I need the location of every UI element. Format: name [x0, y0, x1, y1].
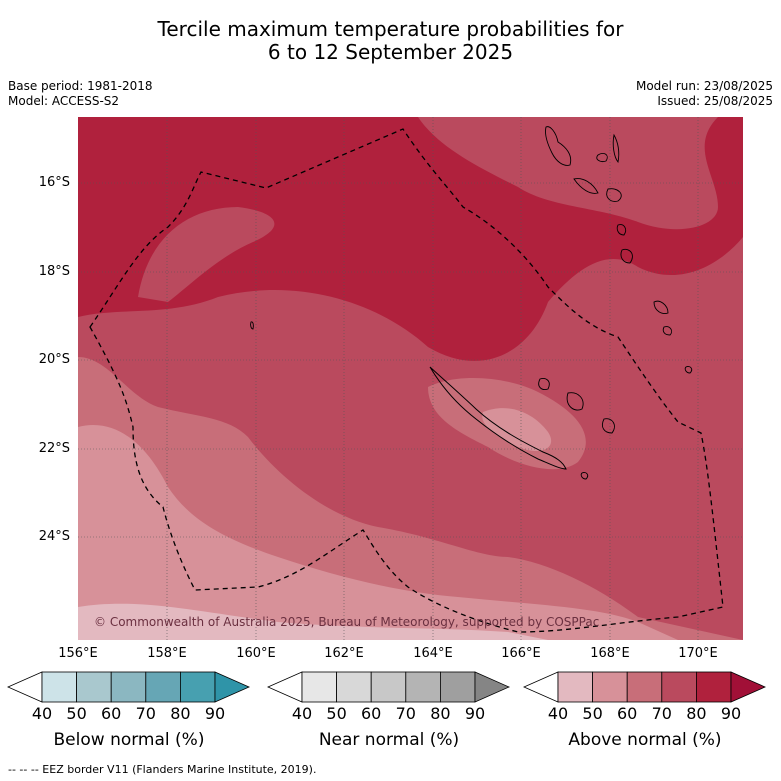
colorbar-segment — [557, 671, 593, 703]
eez-footer-note: -- -- -- EEZ border V11 (Flanders Marine… — [8, 763, 317, 776]
lon-label-170e: 170°E — [678, 646, 718, 661]
lat-label-24s: 24°S — [38, 529, 70, 544]
contour-50-60-nc — [482, 408, 552, 452]
colorbar-tick-label: 70 — [135, 704, 156, 723]
colorbar-tick-label: 50 — [582, 704, 603, 723]
probability-map: © Commonwealth of Australia 2025, Bureau… — [78, 117, 743, 640]
colorbar-tick-label: 90 — [204, 704, 226, 723]
colorbar-arrow-low — [267, 671, 303, 703]
copyright-notice: © Commonwealth of Australia 2025, Bureau… — [94, 615, 599, 629]
base-period: Base period: 1981-2018 — [8, 79, 153, 93]
colorbar-segment — [145, 671, 181, 703]
colorbar-tick-label: 60 — [101, 704, 122, 723]
colorbar-segment — [301, 671, 337, 703]
map-title: Tercile maximum temperature probabilitie… — [0, 18, 781, 64]
lon-label-164e: 164°E — [413, 646, 453, 661]
colorbar-tick-label: 80 — [170, 704, 191, 723]
colorbar-arrow-high — [474, 671, 510, 703]
title-line-2: 6 to 12 September 2025 — [267, 40, 514, 64]
colorbar-below-normal — [7, 671, 250, 703]
new-caledonia-island — [429, 366, 567, 470]
colorbar-segment — [110, 671, 147, 703]
colorbar-tick-label: 40 — [547, 704, 569, 723]
meta-right: Model run: 23/08/2025 Issued: 25/08/2025 — [636, 79, 773, 109]
colorbar-tick-label: 80 — [430, 704, 451, 723]
colorbar-segment — [41, 671, 77, 703]
meta-left: Base period: 1981-2018 Model: ACCESS-S2 — [8, 79, 153, 109]
colorbar-segment — [439, 671, 476, 703]
colorbar-segment — [626, 671, 663, 703]
colorbar-segment — [336, 671, 372, 703]
loyalty-islands — [538, 378, 615, 480]
lon-label-166e: 166°E — [501, 646, 541, 661]
colorbar-segment — [370, 671, 407, 703]
colorbar-tick-label: 60 — [617, 704, 638, 723]
colorbar-tick-label: 70 — [651, 704, 672, 723]
colorbar-tick-label: 50 — [66, 704, 87, 723]
issued-date: Issued: 25/08/2025 — [657, 94, 773, 108]
eez-border — [89, 128, 724, 633]
contour-70-80-north — [138, 207, 275, 302]
contour-70-80-ne — [418, 117, 718, 230]
colorbar-title-near: Near normal (%) — [318, 730, 460, 750]
graticule — [78, 117, 743, 640]
colorbar-arrow-high — [214, 671, 250, 703]
lat-label-20s: 20°S — [38, 352, 70, 367]
colorbar-segment — [661, 671, 697, 703]
colorbar-tick-label: 80 — [686, 704, 707, 723]
colorbar-tick-label: 50 — [326, 704, 347, 723]
colorbar-tick-label: 90 — [464, 704, 486, 723]
lat-label-16s: 16°S — [38, 175, 70, 190]
colorbar-tick-label: 70 — [395, 704, 416, 723]
colorbar-segment — [405, 671, 441, 703]
colorbar-tick-label: 40 — [291, 704, 313, 723]
colorbar-tick-label: 60 — [361, 704, 382, 723]
colorbars — [7, 671, 766, 703]
lon-label-156e: 156°E — [58, 646, 98, 661]
colorbar-arrow-low — [523, 671, 559, 703]
colorbar-segment — [592, 671, 628, 703]
contour-50-60 — [78, 425, 678, 640]
title-line-1: Tercile maximum temperature probabilitie… — [157, 17, 624, 41]
colorbar-title-below: Below normal (%) — [53, 730, 205, 750]
lon-label-160e: 160°E — [236, 646, 276, 661]
vanuatu-islands — [545, 126, 693, 374]
lon-label-162e: 162°E — [324, 646, 364, 661]
colorbar-segment — [696, 671, 732, 703]
lon-label-168e: 168°E — [590, 646, 630, 661]
model-run: Model run: 23/08/2025 — [635, 79, 773, 93]
colorbar-arrow-low — [7, 671, 43, 703]
colorbar-tick-label: 40 — [31, 704, 53, 723]
lat-label-18s: 18°S — [38, 264, 70, 279]
colorbar-near-normal — [267, 671, 510, 703]
contour-40-50 — [78, 603, 548, 640]
chesterfield-reef — [250, 321, 254, 330]
model-name: Model: ACCESS-S2 — [8, 94, 120, 108]
colorbar-tick-label: 90 — [720, 704, 742, 723]
colorbar-segment — [76, 671, 112, 703]
colorbar-arrow-high — [730, 671, 766, 703]
colorbar-above-normal — [523, 671, 766, 703]
lat-label-22s: 22°S — [38, 441, 70, 456]
lon-label-158e: 158°E — [147, 646, 187, 661]
colorbar-segment — [179, 671, 216, 703]
colorbar-title-above: Above normal (%) — [568, 730, 722, 750]
